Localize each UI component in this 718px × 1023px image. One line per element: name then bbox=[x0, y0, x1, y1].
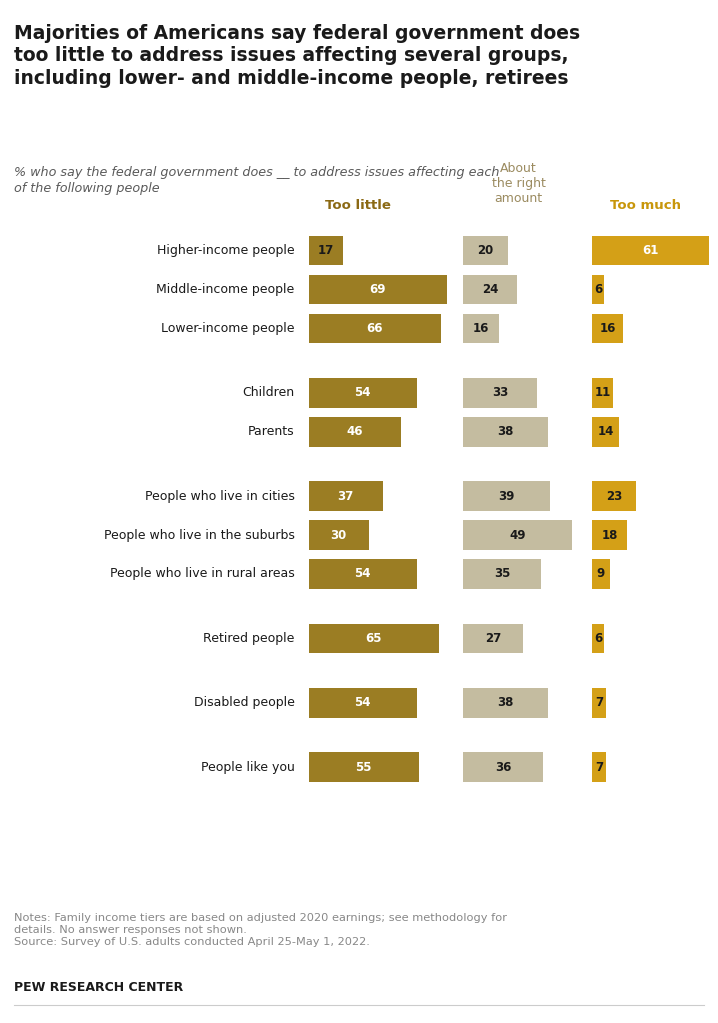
FancyBboxPatch shape bbox=[309, 235, 342, 265]
Text: People like you: People like you bbox=[200, 761, 294, 773]
FancyBboxPatch shape bbox=[463, 687, 548, 718]
Text: 49: 49 bbox=[509, 529, 526, 541]
FancyBboxPatch shape bbox=[463, 313, 499, 343]
Text: 16: 16 bbox=[600, 322, 616, 335]
Text: 65: 65 bbox=[365, 632, 382, 644]
Text: 6: 6 bbox=[594, 283, 602, 296]
Text: 16: 16 bbox=[472, 322, 489, 335]
FancyBboxPatch shape bbox=[592, 482, 636, 512]
FancyBboxPatch shape bbox=[309, 482, 383, 512]
Text: 38: 38 bbox=[497, 426, 513, 438]
FancyBboxPatch shape bbox=[309, 520, 369, 550]
FancyBboxPatch shape bbox=[592, 687, 606, 718]
FancyBboxPatch shape bbox=[592, 274, 604, 305]
Text: Majorities of Americans say federal government does
too little to address issues: Majorities of Americans say federal gove… bbox=[14, 24, 580, 88]
Text: Disabled people: Disabled people bbox=[194, 697, 294, 709]
FancyBboxPatch shape bbox=[592, 313, 623, 343]
Text: 24: 24 bbox=[482, 283, 498, 296]
FancyBboxPatch shape bbox=[592, 377, 613, 407]
Text: 54: 54 bbox=[355, 387, 371, 399]
Text: Too much: Too much bbox=[610, 198, 681, 212]
FancyBboxPatch shape bbox=[592, 753, 606, 782]
FancyBboxPatch shape bbox=[463, 235, 508, 265]
FancyBboxPatch shape bbox=[592, 235, 709, 265]
Text: 54: 54 bbox=[355, 568, 371, 580]
FancyBboxPatch shape bbox=[463, 623, 523, 654]
FancyBboxPatch shape bbox=[463, 559, 541, 589]
Text: 9: 9 bbox=[597, 568, 605, 580]
FancyBboxPatch shape bbox=[592, 623, 604, 654]
Text: 66: 66 bbox=[366, 322, 383, 335]
Text: 39: 39 bbox=[498, 490, 515, 502]
Text: Retired people: Retired people bbox=[203, 632, 294, 644]
Text: Lower-income people: Lower-income people bbox=[161, 322, 294, 335]
Text: Children: Children bbox=[242, 387, 294, 399]
FancyBboxPatch shape bbox=[463, 274, 516, 305]
Text: PEW RESEARCH CENTER: PEW RESEARCH CENTER bbox=[14, 981, 184, 994]
Text: Notes: Family income tiers are based on adjusted 2020 earnings; see methodology : Notes: Family income tiers are based on … bbox=[14, 913, 508, 947]
Text: 7: 7 bbox=[595, 761, 603, 773]
Text: 54: 54 bbox=[355, 697, 371, 709]
Text: 17: 17 bbox=[317, 244, 334, 257]
FancyBboxPatch shape bbox=[592, 520, 627, 550]
Text: 61: 61 bbox=[643, 244, 659, 257]
FancyBboxPatch shape bbox=[463, 753, 544, 782]
FancyBboxPatch shape bbox=[309, 623, 439, 654]
Text: 33: 33 bbox=[492, 387, 508, 399]
FancyBboxPatch shape bbox=[309, 753, 419, 782]
Text: 46: 46 bbox=[347, 426, 363, 438]
Text: People who live in the suburbs: People who live in the suburbs bbox=[103, 529, 294, 541]
FancyBboxPatch shape bbox=[309, 377, 416, 407]
Text: 30: 30 bbox=[330, 529, 347, 541]
FancyBboxPatch shape bbox=[592, 559, 610, 589]
Text: 18: 18 bbox=[602, 529, 617, 541]
FancyBboxPatch shape bbox=[309, 417, 401, 446]
FancyBboxPatch shape bbox=[592, 417, 619, 446]
Text: 38: 38 bbox=[497, 697, 513, 709]
Text: 7: 7 bbox=[595, 697, 603, 709]
Text: About
the right
amount: About the right amount bbox=[492, 162, 546, 205]
Text: 69: 69 bbox=[370, 283, 386, 296]
Text: Parents: Parents bbox=[248, 426, 294, 438]
Text: % who say the federal government does __ to address issues affecting each
of the: % who say the federal government does __… bbox=[14, 166, 500, 194]
FancyBboxPatch shape bbox=[309, 559, 416, 589]
Text: Middle-income people: Middle-income people bbox=[156, 283, 294, 296]
FancyBboxPatch shape bbox=[463, 520, 572, 550]
Text: 11: 11 bbox=[595, 387, 611, 399]
Text: 6: 6 bbox=[594, 632, 602, 644]
Text: 36: 36 bbox=[495, 761, 511, 773]
FancyBboxPatch shape bbox=[463, 482, 550, 512]
Text: 14: 14 bbox=[597, 426, 614, 438]
Text: 55: 55 bbox=[355, 761, 372, 773]
Text: 20: 20 bbox=[477, 244, 493, 257]
FancyBboxPatch shape bbox=[463, 377, 536, 407]
Text: People who live in cities: People who live in cities bbox=[144, 490, 294, 502]
Text: 23: 23 bbox=[606, 490, 623, 502]
Text: 35: 35 bbox=[494, 568, 510, 580]
FancyBboxPatch shape bbox=[309, 313, 441, 343]
Text: 27: 27 bbox=[485, 632, 501, 644]
Text: People who live in rural areas: People who live in rural areas bbox=[110, 568, 294, 580]
FancyBboxPatch shape bbox=[463, 417, 548, 446]
FancyBboxPatch shape bbox=[309, 687, 416, 718]
FancyBboxPatch shape bbox=[309, 274, 447, 305]
Text: Too little: Too little bbox=[325, 198, 391, 212]
Text: 37: 37 bbox=[337, 490, 354, 502]
Text: Higher-income people: Higher-income people bbox=[157, 244, 294, 257]
